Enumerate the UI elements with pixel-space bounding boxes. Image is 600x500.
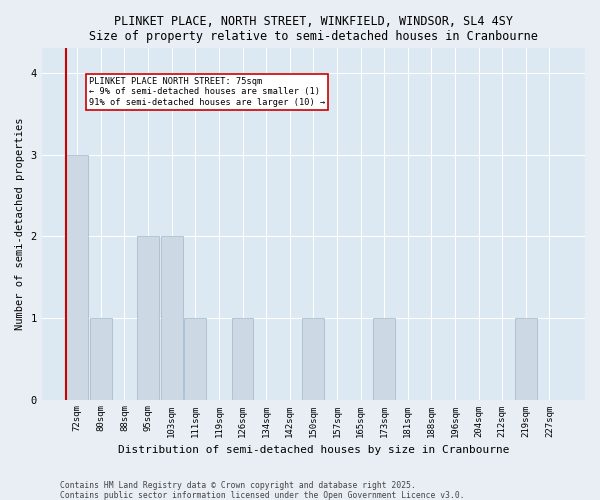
Bar	[184, 318, 206, 400]
Bar	[302, 318, 324, 400]
Text: Contains HM Land Registry data © Crown copyright and database right 2025.: Contains HM Land Registry data © Crown c…	[60, 480, 416, 490]
Bar	[373, 318, 395, 400]
Bar	[515, 318, 536, 400]
Bar	[161, 236, 182, 400]
Title: PLINKET PLACE, NORTH STREET, WINKFIELD, WINDSOR, SL4 4SY
Size of property relati: PLINKET PLACE, NORTH STREET, WINKFIELD, …	[89, 15, 538, 43]
Bar	[137, 236, 159, 400]
Text: Contains public sector information licensed under the Open Government Licence v3: Contains public sector information licen…	[60, 490, 464, 500]
Bar	[90, 318, 112, 400]
Text: PLINKET PLACE NORTH STREET: 75sqm
← 9% of semi-detached houses are smaller (1)
9: PLINKET PLACE NORTH STREET: 75sqm ← 9% o…	[89, 77, 325, 106]
Bar	[232, 318, 253, 400]
Y-axis label: Number of semi-detached properties: Number of semi-detached properties	[15, 118, 25, 330]
Bar	[67, 154, 88, 400]
X-axis label: Distribution of semi-detached houses by size in Cranbourne: Distribution of semi-detached houses by …	[118, 445, 509, 455]
